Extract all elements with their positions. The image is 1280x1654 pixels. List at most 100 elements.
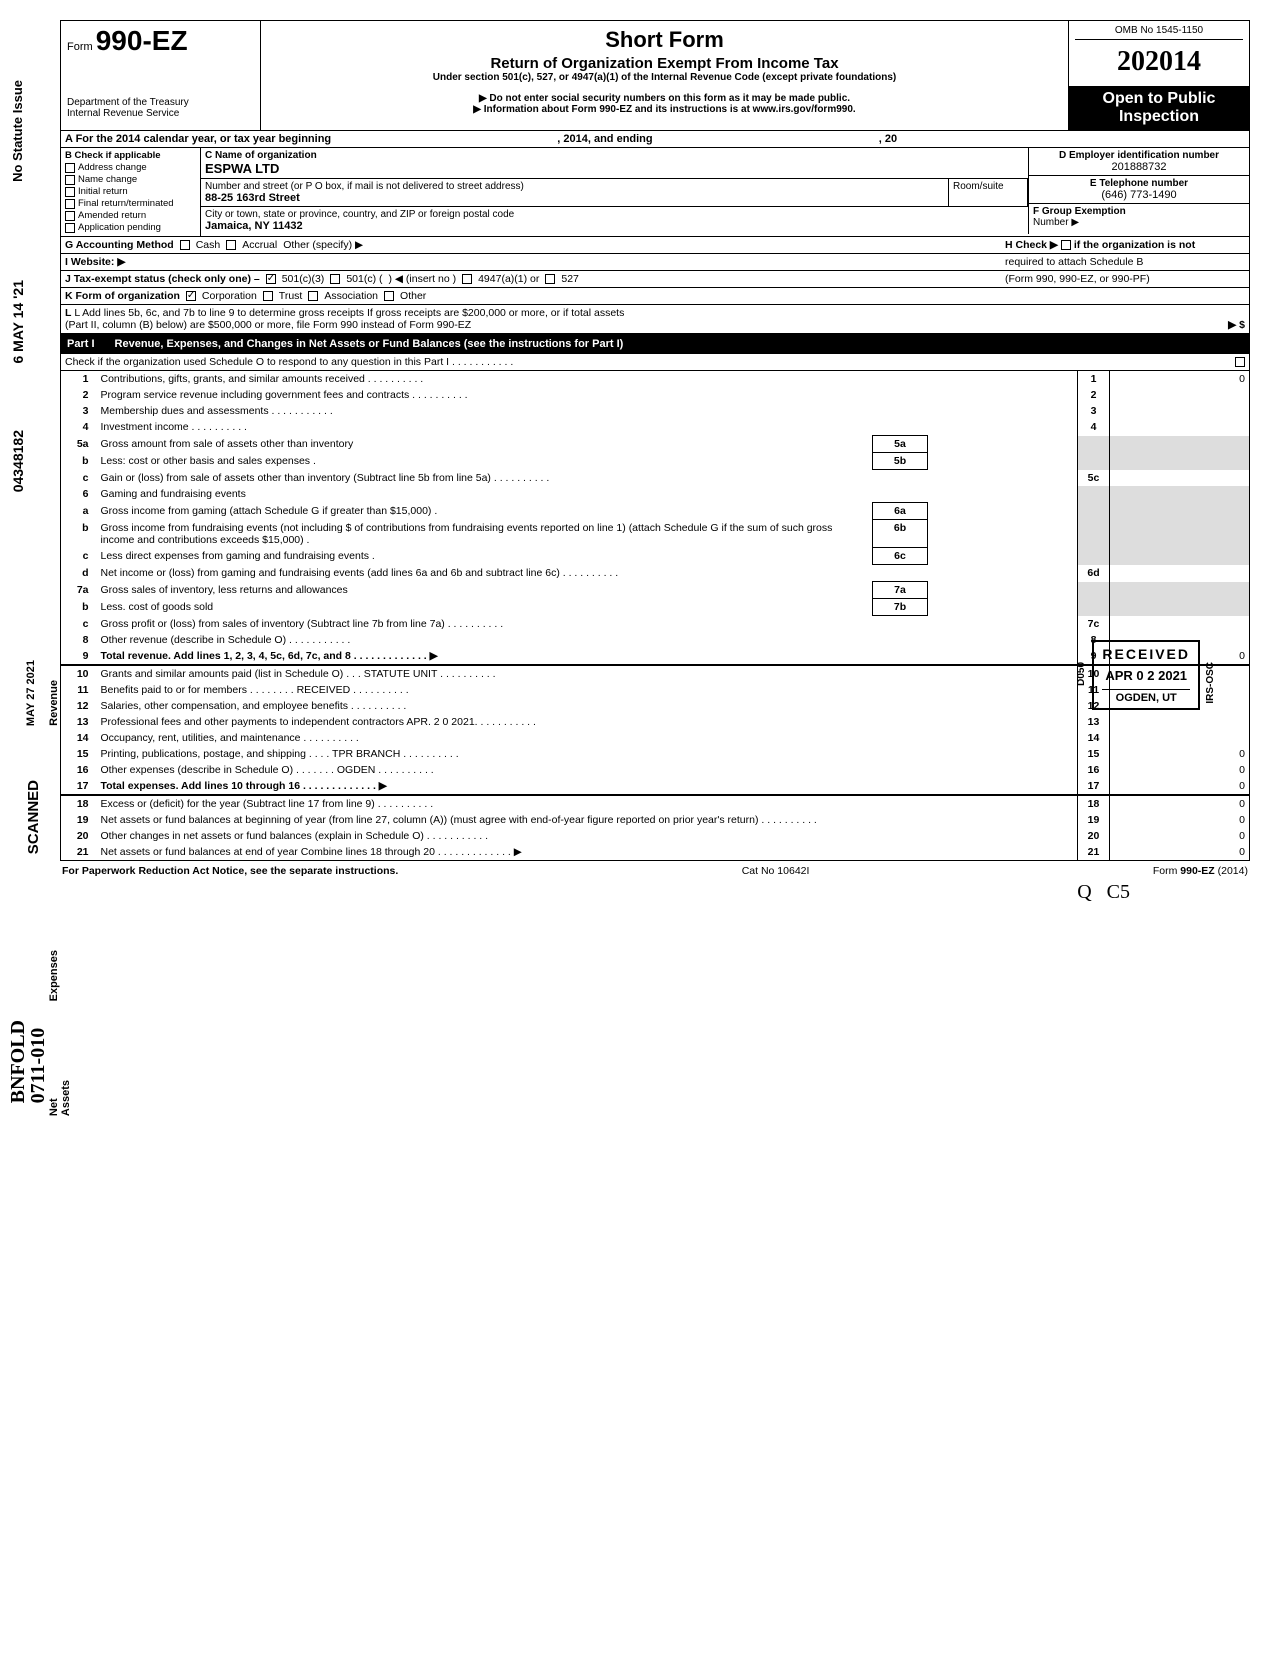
hand-c5: C5 [1107, 881, 1130, 903]
line-text: Less direct expenses from gaming and fun… [97, 548, 873, 565]
chk-4947[interactable] [462, 274, 472, 284]
amt-val-shade [1110, 436, 1250, 453]
amt-val [1110, 714, 1250, 730]
hand-q: Q [1077, 881, 1091, 903]
chk-amended[interactable] [65, 211, 75, 221]
irs-osc: IRS-OSC [1205, 662, 1216, 704]
line-text: Gross income from gaming (attach Schedul… [97, 503, 873, 520]
line-text: Program service revenue including govern… [97, 387, 1078, 403]
part1-check-text: Check if the organization used Schedule … [65, 356, 1229, 368]
line-num: 5a [61, 436, 97, 453]
chk-h[interactable] [1061, 240, 1071, 250]
chk-pending[interactable] [65, 223, 75, 233]
amt-num: 13 [1078, 714, 1110, 730]
city-value: Jamaica, NY 11432 [205, 220, 1024, 232]
line-text: Investment income . . . . . . . . . . [97, 419, 1078, 436]
h-line3: (Form 990, 990-EZ, or 990-PF) [1005, 273, 1245, 285]
lbl-other-method: Other (specify) ▶ [283, 239, 363, 251]
lbl-name: Name change [78, 174, 137, 185]
sub-val [928, 548, 1078, 565]
line-text: Salaries, other compensation, and employ… [97, 698, 1078, 714]
amt-val: 0 [1110, 844, 1250, 861]
line-7a: 7aGross sales of inventory, less returns… [61, 582, 1250, 599]
line-5a: 5aGross amount from sale of assets other… [61, 436, 1250, 453]
chk-501c3[interactable] [266, 274, 276, 284]
line-text: Benefits paid to or for members . . . . … [97, 682, 1078, 698]
chk-corp[interactable] [186, 291, 196, 301]
line-11: 11Benefits paid to or for members . . . … [61, 682, 1250, 698]
chk-part1-scho[interactable] [1235, 357, 1245, 367]
amt-num-shade [1078, 599, 1110, 616]
side-no-statute: No Statute Issue [10, 80, 25, 182]
line-16: 16Other expenses (describe in Schedule O… [61, 762, 1250, 778]
chk-other-org[interactable] [384, 291, 394, 301]
amt-val [1110, 565, 1250, 582]
part1-header: Part I Revenue, Expenses, and Changes in… [60, 334, 1250, 354]
line-text: Total revenue. Add lines 1, 2, 3, 4, 5c,… [97, 648, 1078, 665]
side-scanned: SCANNED [25, 780, 42, 854]
amt-val-shade [1110, 599, 1250, 616]
amt-num: 15 [1078, 746, 1110, 762]
line-10: 10Grants and similar amounts paid (list … [61, 665, 1250, 682]
amt-val-shade [1110, 453, 1250, 470]
amt-val [1110, 403, 1250, 419]
line-1: 1Contributions, gifts, grants, and simil… [61, 371, 1250, 387]
amt-val: 0 [1110, 795, 1250, 812]
form-subtitle: Return of Organization Exempt From Incom… [267, 55, 1062, 72]
line-14: 14Occupancy, rent, utilities, and mainte… [61, 730, 1250, 746]
chk-accrual[interactable] [226, 240, 236, 250]
received-label: RECEIVED [1102, 646, 1190, 662]
amt-num-shade [1078, 486, 1110, 503]
chk-501c[interactable] [330, 274, 340, 284]
h-line2: required to attach Schedule B [1005, 256, 1245, 268]
chk-name[interactable] [65, 175, 75, 185]
hand-marks: Q C5 [60, 881, 1250, 904]
lbl-trust: Trust [279, 290, 303, 302]
line-num: 7a [61, 582, 97, 599]
line-num: 1 [61, 371, 97, 387]
form-prefix: Form [67, 41, 93, 53]
chk-cash[interactable] [180, 240, 190, 250]
line-text: Net income or (loss) from gaming and fun… [97, 565, 1078, 582]
part1-badge: Part I [67, 338, 95, 350]
sub-box: 5b [873, 453, 928, 470]
form-header: Form 990-EZ Department of the Treasury I… [60, 20, 1250, 131]
amt-num-shade [1078, 548, 1110, 565]
line-3: 3Membership dues and assessments . . . .… [61, 403, 1250, 419]
chk-initial[interactable] [65, 187, 75, 197]
line-text: Net assets or fund balances at end of ye… [97, 844, 1078, 861]
amt-val [1110, 387, 1250, 403]
sub-box: 7a [873, 582, 928, 599]
amt-num: 1 [1078, 371, 1110, 387]
line-text: Other revenue (describe in Schedule O) .… [97, 632, 1078, 648]
amt-val: 0 [1110, 778, 1250, 795]
chk-527[interactable] [545, 274, 555, 284]
amt-num-shade [1078, 582, 1110, 599]
l-line2: (Part II, column (B) below) are $500,000… [65, 319, 471, 331]
line-num: 2 [61, 387, 97, 403]
chk-address[interactable] [65, 163, 75, 173]
amt-num: 16 [1078, 762, 1110, 778]
chk-final[interactable] [65, 199, 75, 209]
lbl-pending: Application pending [78, 222, 161, 233]
footer-left: For Paperwork Reduction Act Notice, see … [62, 865, 398, 877]
line-19: 19Net assets or fund balances at beginni… [61, 812, 1250, 828]
line-num: 20 [61, 828, 97, 844]
amt-num: 4 [1078, 419, 1110, 436]
line-num: 11 [61, 682, 97, 698]
amt-num-shade [1078, 436, 1110, 453]
tax-year: 2014 [1145, 46, 1201, 77]
chk-trust[interactable] [263, 291, 273, 301]
arrow-note-2: ▶ Information about Form 990-EZ and its … [267, 104, 1062, 115]
line-text: Membership dues and assessments . . . . … [97, 403, 1078, 419]
chk-assoc[interactable] [308, 291, 318, 301]
line-text: Gross income from fundraising events (no… [97, 520, 873, 548]
line-num: b [61, 453, 97, 470]
line-6: 6Gaming and fundraising events [61, 486, 1250, 503]
sub-box: 5a [873, 436, 928, 453]
f-header2: Number ▶ [1033, 217, 1245, 228]
amt-num: 17 [1078, 778, 1110, 795]
amt-val [1110, 616, 1250, 633]
side-expenses: Expenses [48, 950, 60, 1001]
f-header: F Group Exemption [1033, 206, 1245, 217]
